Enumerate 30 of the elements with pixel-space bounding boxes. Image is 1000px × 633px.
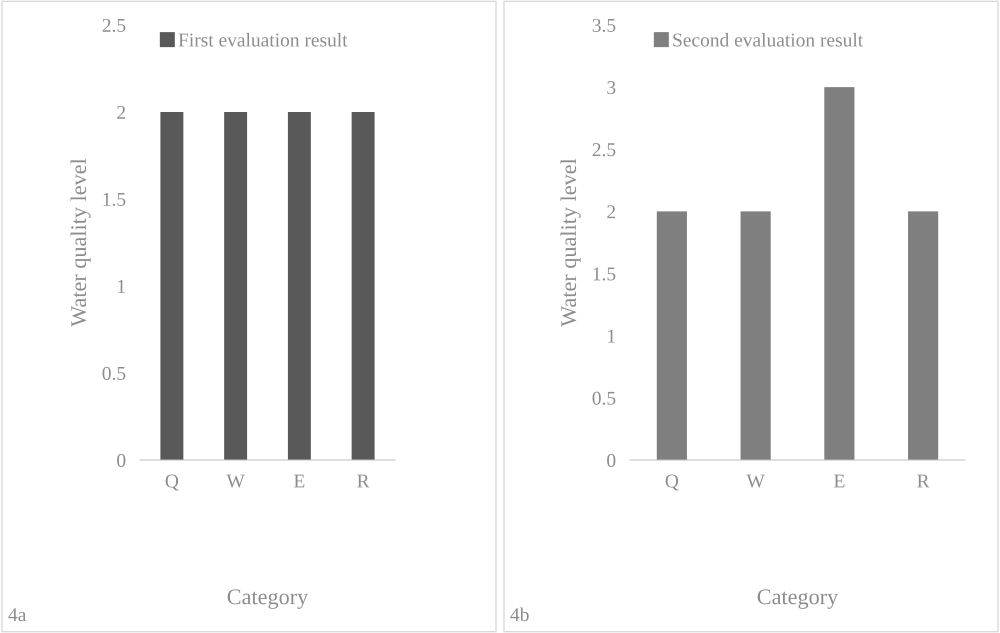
x-axis-title: Category [228,589,308,609]
legend-label: First evaluation result [178,32,348,47]
x-tick-label: W [746,474,765,488]
y-tick-label: 2 [607,205,616,218]
x-tick-label: R [357,474,370,488]
x-axis-title: Category [758,589,838,609]
y-tick-label: 2 [117,106,126,119]
y-tick-label: 0 [117,454,126,467]
y-tick-label: 2.5 [592,143,616,156]
y-axis-title: Water quality level [560,158,581,327]
y-tick-label: 0.5 [102,366,126,380]
y-tick-label: 0.5 [592,392,616,405]
y-tick-label: 1 [118,280,125,293]
y-tick-label: 0 [607,454,616,467]
x-tick-label: Q [666,474,679,491]
y-tick-label: 3 [607,81,616,94]
x-tick-label: Q [166,474,179,491]
legend-label: Second evaluation result [673,32,864,47]
y-axis-title: Water quality level [70,158,91,327]
y-tick-label: 3.5 [592,18,616,32]
x-tick-label: E [834,474,844,488]
y-tick-label: 1.5 [594,267,616,281]
text: 4b [510,608,529,622]
x-tick-label: R [917,474,930,488]
text: 4a [8,608,26,622]
y-tick-label: 1.5 [104,192,126,206]
y-tick-label: 2.5 [102,18,126,32]
y-tick-label: 1 [608,330,615,342]
x-tick-label: W [226,474,245,488]
x-tick-label: E [294,474,304,488]
